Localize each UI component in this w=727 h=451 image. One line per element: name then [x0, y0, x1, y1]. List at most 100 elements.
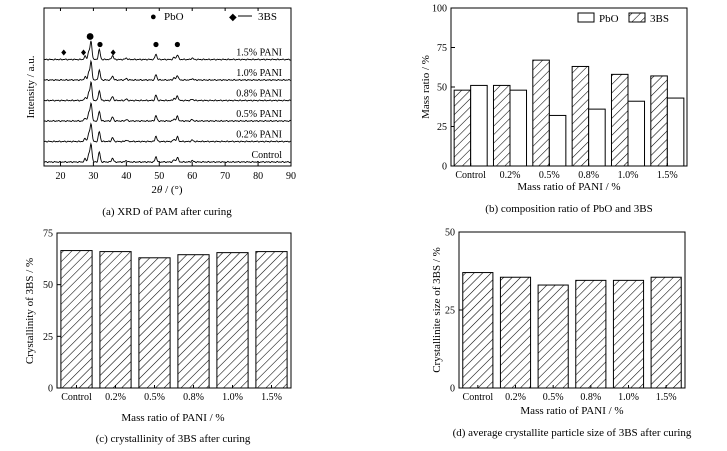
panel-a-legend-pbo-icon: ●	[150, 11, 157, 23]
panel-d-bar	[537, 284, 569, 389]
panel-b-bar-3bs	[571, 65, 590, 167]
panel-c-x-tick-label: 1.0%	[222, 392, 243, 403]
panel-d-x-label: Mass ratio of PANI / %	[520, 405, 623, 417]
panel-a-frame	[43, 7, 292, 167]
panel-c-x-tick-label: Control	[61, 392, 92, 403]
panel-b-x-tick-label: 0.5%	[539, 170, 560, 181]
panel-b-y-tick-label: 25	[437, 122, 447, 133]
panel-c-x-tick-label: 0.8%	[183, 392, 204, 403]
panel-c-bar	[255, 251, 288, 389]
panel-d-x-ticks: Control 0.2% 0.5% 0.8% 1.0% 1.5%	[463, 385, 677, 403]
panel-d-bar	[462, 272, 494, 389]
panel-c-y-label: Crystallinity of 3BS / %	[24, 258, 36, 364]
panel-a-series-label: Control	[251, 150, 282, 161]
panel-c-bar	[60, 250, 93, 389]
panel-b-bar-pbo	[509, 89, 528, 167]
panel-a-spectrum-line	[43, 142, 291, 164]
panel-b-x-tick-label: 0.2%	[500, 170, 521, 181]
panel-c-bar	[216, 252, 249, 389]
panel-b-y-tick-label: 100	[432, 4, 447, 15]
panel-a-x-tick-label: 40	[121, 171, 131, 182]
panel-b-x-ticks: Control 0.2% 0.5% 0.8% 1.0% 1.5%	[455, 163, 678, 181]
panel-a-3bs-marker	[61, 49, 67, 56]
panel-c-x-ticks: Control 0.2% 0.5% 0.8% 1.0% 1.5%	[61, 385, 282, 403]
panel-a-x-tick-label: 80	[253, 171, 263, 182]
panel-b-y-tick-label: 0	[442, 162, 447, 173]
panel-a-caption: (a) XRD of PAM after curing	[102, 206, 232, 218]
panel-a-series-label: 0.8% PANI	[236, 89, 282, 100]
panel-a-spectrum-line	[43, 59, 291, 82]
panel-d-y-tick-label: 50	[445, 228, 455, 239]
panel-a-series-label: 0.2% PANI	[236, 130, 282, 141]
panel-b-bar-3bs	[610, 73, 629, 167]
panel-a-legend-3bs-label: 3BS	[258, 11, 277, 23]
panel-c-bars	[60, 250, 288, 389]
panel-c-x-tick-label: 0.2%	[105, 392, 126, 403]
panel-b-y-ticks: 0 25 50 75 100	[432, 4, 455, 173]
panel-a-x-label: 2θ / (°)	[151, 184, 183, 196]
panel-b-legend-3bs-swatch	[628, 12, 646, 23]
panel-c-y-tick-label: 50	[43, 280, 53, 291]
panel-b-legend-3bs-label: 3BS	[650, 13, 669, 25]
panel-d-caption: (d) average crystallite particle size of…	[453, 427, 692, 439]
panel-b-bar-pbo	[470, 84, 488, 167]
panel-b-bar-3bs	[492, 84, 511, 167]
panel-a-spectra	[43, 40, 291, 164]
panel-b-legend-pbo-swatch	[577, 12, 595, 23]
panel-b-caption: (b) composition ratio of PbO and 3BS	[485, 203, 652, 215]
panel-a-x-tick-label: 90	[286, 171, 296, 182]
panel-b-x-tick-label: 0.8%	[578, 170, 599, 181]
panel-a-3bs-marker	[110, 49, 116, 56]
panel-d-y-tick-label: 25	[445, 306, 455, 317]
panel-b-bar-pbo	[666, 97, 685, 167]
panel-a-pbo-marker	[97, 41, 103, 48]
panel-a-pbo-marker	[174, 41, 180, 48]
panel-d-bar	[650, 276, 682, 389]
panel-a-spectrum-line	[43, 101, 291, 123]
panel-d-y-ticks: 0 25 50	[445, 228, 463, 395]
panel-a-series-labels: Control 0.2% PANI 0.5% PANI 0.8% PANI 1.0% P…	[236, 48, 282, 162]
panel-b-legend-pbo-label: PbO	[599, 13, 619, 25]
panel-c-x-tick-label: 1.5%	[261, 392, 282, 403]
panel-c-bar	[138, 257, 171, 389]
panel-d-bars	[462, 272, 682, 389]
panel-b-y-tick-label: 75	[437, 43, 447, 54]
panel-a-spectrum-line	[44, 40, 291, 61]
panel-c-caption: (c) crystallinity of 3BS after curing	[96, 433, 251, 445]
panel-b-x-label: Mass ratio of PANI / %	[517, 181, 620, 193]
panel-b-x-tick-label: 1.0%	[618, 170, 639, 181]
panel-d-bar	[499, 276, 532, 389]
panel-c-bar	[177, 254, 210, 389]
panel-b-bar-pbo	[627, 100, 646, 167]
panel-c-bar	[99, 251, 132, 389]
panel-b-x-tick-label: Control	[455, 170, 486, 181]
panel-a-x-tick-label: 30	[88, 171, 98, 182]
panel-d-x-tick-label: Control	[463, 392, 494, 403]
panel-a-series-label: 1.0% PANI	[236, 68, 282, 79]
panel-a-series-label: 1.5% PANI	[236, 48, 282, 59]
panel-a-pbo-marker	[153, 41, 159, 48]
panel-d-bar	[612, 279, 645, 389]
panel-a-y-label: Intensity / a.u.	[25, 55, 37, 118]
panel-b-bar-pbo	[588, 108, 606, 167]
panel-a-x-tick-label: 50	[154, 171, 164, 182]
panel-d-x-tick-label: 1.0%	[618, 392, 639, 403]
panel-a-spectrum-line	[43, 122, 291, 143]
panel-c-crystallinity: 0 25 50 75 Control 0.2% 0.5% 0.8% 1.0% 1.5% Crys…	[24, 229, 292, 445]
panel-b-x-tick-label: 1.5%	[657, 170, 678, 181]
panel-b-bar-3bs	[453, 89, 472, 167]
panel-a-series-label: 0.5% PANI	[236, 109, 282, 120]
panel-b-bars	[453, 59, 685, 167]
panel-c-frame	[56, 232, 292, 389]
panel-d-x-tick-label: 0.5%	[543, 392, 564, 403]
panel-d-y-tick-label: 0	[450, 384, 455, 395]
panel-d-x-tick-label: 1.5%	[656, 392, 677, 403]
panel-d-y-label: Crystallinite size of 3BS / %	[431, 247, 443, 373]
panel-a-legend-3bs-icon: ◆	[229, 12, 237, 23]
panel-c-x-label: Mass ratio of PANI / %	[121, 412, 224, 424]
panel-c-y-tick-label: 0	[48, 384, 53, 395]
panel-b-bar-3bs	[532, 59, 550, 167]
panel-c-x-tick-label: 0.5%	[144, 392, 165, 403]
panel-a-spectrum-line	[43, 80, 291, 102]
